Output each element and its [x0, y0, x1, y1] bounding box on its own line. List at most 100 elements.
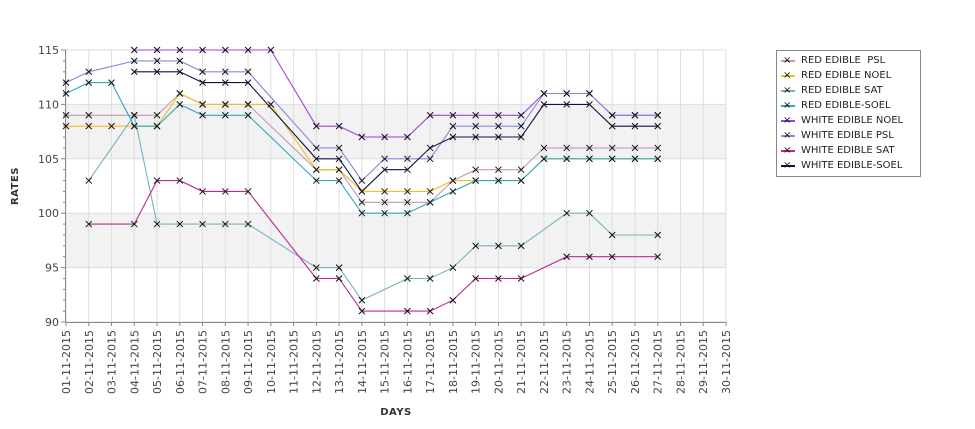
- data-point-marker: [472, 177, 480, 184]
- data-point-marker: [244, 188, 252, 195]
- data-point-marker: [517, 275, 525, 282]
- data-point-marker: [586, 209, 593, 217]
- data-point-marker: [631, 111, 639, 119]
- series-red-edible-soel: [62, 79, 662, 217]
- data-point-marker: [358, 209, 366, 217]
- data-point-marker: [404, 209, 411, 217]
- data-point-marker: [654, 111, 662, 119]
- data-point-marker: [449, 111, 457, 119]
- data-point-marker: [404, 198, 411, 206]
- data-point-marker: [62, 111, 70, 119]
- data-point-marker: [335, 264, 343, 271]
- data-point-marker: [517, 111, 525, 119]
- data-point-marker: [586, 90, 593, 97]
- data-point-marker: [495, 177, 502, 184]
- data-point-marker: [130, 68, 138, 76]
- data-point-marker: [108, 122, 115, 130]
- data-point-marker: [199, 101, 206, 108]
- data-point-marker: [563, 253, 571, 261]
- data-point-marker: [221, 111, 229, 119]
- data-point-marker: [85, 111, 93, 119]
- y-tick-label: 100: [38, 207, 59, 220]
- series-line: [88, 113, 658, 301]
- data-point-marker: [176, 177, 184, 184]
- data-point-marker: [153, 46, 161, 54]
- data-point-marker: [540, 101, 548, 108]
- data-point-marker: [563, 90, 571, 97]
- data-point-marker: [221, 79, 229, 86]
- data-point-marker: [563, 101, 571, 108]
- series-white-edible-sat: [85, 177, 662, 315]
- data-point-marker: [472, 166, 480, 174]
- data-point-marker: [312, 177, 320, 184]
- data-point-marker: [495, 111, 502, 119]
- legend-marker-icon: ×: [781, 100, 795, 111]
- series-group: [62, 46, 662, 315]
- data-point-marker: [426, 198, 434, 206]
- data-point-marker: [654, 253, 662, 261]
- data-point-marker: [495, 133, 502, 141]
- data-point-marker: [62, 79, 70, 86]
- data-point-marker: [426, 307, 434, 315]
- data-point-marker: [85, 220, 93, 228]
- data-point-marker: [449, 122, 457, 130]
- data-point-marker: [540, 90, 548, 97]
- data-point-marker: [517, 166, 525, 174]
- data-point-marker: [654, 155, 662, 163]
- data-point-marker: [335, 275, 343, 282]
- x-tick-label: 18-11-2015: [447, 330, 460, 394]
- x-axis-title: DAYS: [380, 407, 412, 418]
- y-tick-label: 105: [38, 153, 59, 166]
- data-point-marker: [62, 122, 70, 130]
- data-point-marker: [563, 209, 571, 217]
- series-line: [88, 180, 658, 312]
- x-tick-label: 13-11-2015: [333, 330, 346, 394]
- x-tick-label: 24-11-2015: [583, 330, 596, 394]
- data-point-marker: [381, 155, 388, 163]
- data-point-marker: [495, 166, 502, 174]
- data-point-marker: [495, 275, 502, 282]
- data-point-marker: [586, 155, 593, 163]
- x-tick-label: 09-11-2015: [242, 330, 255, 394]
- data-point-marker: [608, 253, 616, 261]
- data-point-marker: [244, 79, 252, 86]
- data-point-marker: [608, 122, 616, 130]
- data-point-marker: [472, 122, 480, 130]
- data-point-marker: [631, 144, 639, 152]
- data-point-marker: [586, 101, 593, 108]
- data-point-marker: [449, 264, 457, 271]
- data-point-marker: [654, 144, 662, 152]
- data-point-marker: [517, 177, 525, 184]
- data-point-marker: [176, 46, 184, 54]
- data-point-marker: [426, 111, 434, 119]
- legend-item: × RED EDIBLE-SOEL: [777, 98, 920, 113]
- legend-item: × WHITE EDIBLE PSL: [777, 128, 920, 143]
- x-tick-label: 26-11-2015: [629, 330, 642, 394]
- shaded-band: [66, 213, 726, 268]
- data-point-marker: [381, 188, 388, 195]
- legend-item: × WHITE EDIBLE NOEL: [777, 113, 920, 128]
- y-tick-label: 115: [38, 44, 59, 57]
- data-point-marker: [495, 122, 502, 130]
- data-point-marker: [631, 122, 639, 130]
- data-point-marker: [381, 209, 388, 217]
- data-point-marker: [244, 220, 252, 228]
- x-tick-label: 23-11-2015: [561, 330, 574, 394]
- x-tick-label: 28-11-2015: [674, 330, 687, 394]
- x-tick-label: 10-11-2015: [265, 330, 278, 394]
- data-point-marker: [221, 46, 229, 54]
- data-point-marker: [176, 101, 184, 108]
- data-point-marker: [472, 275, 480, 282]
- data-point-marker: [654, 122, 662, 130]
- shaded-band: [66, 104, 726, 159]
- data-point-marker: [449, 177, 457, 184]
- data-point-marker: [312, 122, 320, 130]
- background-bands: [66, 104, 726, 268]
- y-tick-label: 110: [38, 98, 59, 111]
- data-point-marker: [563, 144, 571, 152]
- data-point-marker: [176, 57, 184, 65]
- legend-label: WHITE EDIBLE PSL: [801, 130, 894, 141]
- gridlines: [65, 49, 727, 323]
- data-point-marker: [358, 307, 366, 315]
- legend-item: × RED EDIBLE NOEL: [777, 68, 920, 83]
